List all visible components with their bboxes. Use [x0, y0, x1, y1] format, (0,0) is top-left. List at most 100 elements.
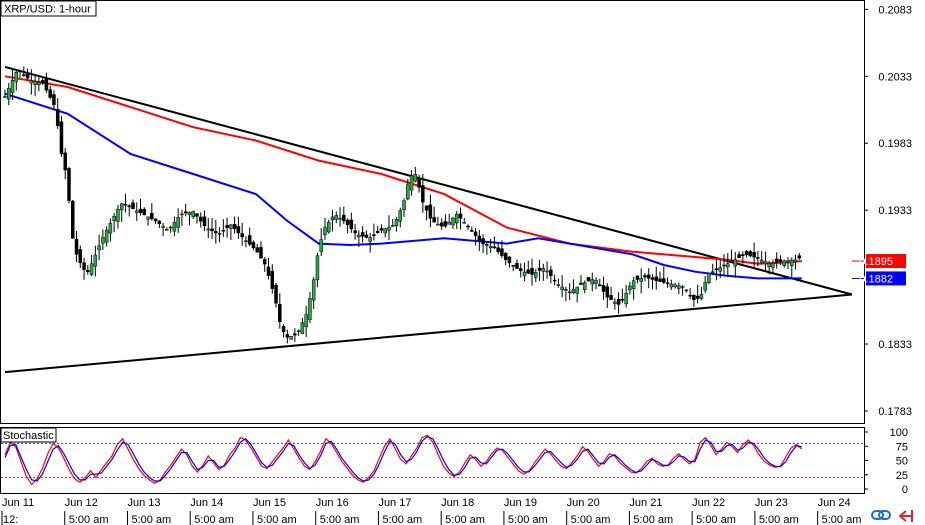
candle-body — [447, 221, 451, 225]
candle-body — [605, 286, 610, 298]
candle-body — [684, 289, 689, 292]
candle-body — [296, 330, 301, 332]
candle-body — [511, 264, 515, 267]
candle-body — [756, 257, 760, 259]
candle-body — [729, 261, 734, 263]
candle-body — [22, 74, 26, 76]
candle-body — [71, 200, 75, 239]
candle-body — [326, 221, 331, 233]
candle-body — [402, 200, 406, 211]
x-date-label: Jun 20 — [567, 497, 600, 509]
candle-body — [116, 209, 120, 222]
x-time-label: 5:00 am — [445, 514, 485, 525]
candle-body — [454, 213, 459, 224]
candle-body — [443, 221, 448, 227]
candle-body — [180, 213, 184, 216]
trendline — [4, 65, 853, 296]
candle-body — [714, 268, 719, 270]
candle-body — [654, 276, 658, 281]
candle-body — [481, 238, 485, 245]
candle-body — [153, 218, 158, 222]
candle-body — [767, 262, 771, 268]
candle-body — [639, 278, 643, 282]
stochastic-tick-label: 50 — [896, 456, 908, 468]
candle-body — [688, 294, 692, 297]
price-tick-label: 0.2033 — [878, 71, 912, 83]
chart-title: XRP/USD: 1-hour — [4, 4, 91, 16]
candle-body — [462, 221, 467, 224]
stochastic-line — [4, 435, 802, 482]
candle-body — [161, 226, 165, 228]
candle-body — [579, 282, 583, 285]
candle-body — [131, 202, 135, 210]
stochastic-line — [4, 434, 803, 486]
candle-body — [187, 212, 192, 215]
candle-body — [33, 81, 37, 85]
candle-body — [575, 286, 579, 294]
candle-body — [797, 255, 802, 259]
candle-body — [29, 80, 34, 84]
x-time-label: 5:00 am — [571, 514, 611, 525]
candle-body — [7, 88, 11, 100]
candle-body — [202, 216, 207, 227]
price-y-axis: 0.2083 0.2033 0.1983 0.1933 0.1833 0.1783 — [864, 4, 912, 418]
candle-body — [703, 282, 707, 291]
candle-body — [515, 263, 519, 269]
candle-body — [549, 269, 553, 277]
candle-body — [59, 121, 64, 155]
candle-body — [522, 271, 527, 277]
candle-body — [485, 244, 489, 246]
candle-body — [564, 289, 568, 291]
x-date-label: Jun 24 — [818, 497, 851, 509]
candle-body — [387, 226, 391, 231]
candle-body — [409, 175, 414, 191]
x-axis: Jun 11 Jun 12 Jun 13 Jun 14 Jun 15 Jun 16 Jun … — [1, 497, 861, 525]
trendline — [4, 293, 853, 374]
candle-body — [101, 236, 105, 244]
candle-body — [221, 229, 226, 232]
candle-body — [436, 223, 440, 226]
candle-body — [304, 314, 308, 327]
x-date-label: Jun 16 — [316, 497, 349, 509]
link-icon[interactable] — [871, 510, 891, 520]
price-tag-label: 0.1882 — [859, 273, 893, 285]
candle-body — [582, 282, 587, 290]
candle-body — [338, 217, 342, 220]
candle-body — [571, 289, 576, 294]
candle-body — [266, 266, 271, 277]
candle-body — [48, 89, 52, 98]
candle-body — [744, 250, 749, 255]
candle-body — [270, 271, 275, 289]
candle-body — [168, 226, 173, 229]
candle-body — [790, 259, 794, 267]
candle-body — [104, 229, 109, 243]
candle-body — [289, 336, 293, 340]
stochastic-tick-label: 100 — [890, 427, 908, 439]
x-time-label: 5:00 am — [131, 514, 171, 525]
candle-body — [372, 234, 376, 237]
candle-body — [680, 286, 685, 288]
candle-body — [14, 72, 19, 82]
x-time-label: 5:00 am — [508, 514, 548, 525]
candle-body — [778, 259, 783, 262]
candle-body — [477, 235, 482, 241]
candle-body — [537, 267, 542, 271]
candle-body — [334, 215, 339, 220]
candle-body — [421, 185, 425, 203]
candle-body — [507, 256, 512, 264]
candle-body — [232, 224, 237, 230]
candle-body — [214, 231, 218, 234]
candle-body — [281, 325, 286, 332]
candle-body — [428, 204, 433, 219]
candle-body — [424, 205, 429, 211]
candle-body — [500, 248, 504, 256]
candle-body — [349, 219, 354, 230]
x-time-label: 5:00 am — [633, 514, 673, 525]
arrow-icon[interactable] — [898, 510, 913, 522]
candle-body — [451, 217, 455, 226]
candle-body — [93, 254, 98, 267]
candle-body — [782, 260, 786, 266]
candle-body — [191, 211, 195, 218]
candle-body — [733, 259, 738, 267]
x-time-label: 5:00 am — [257, 514, 297, 525]
